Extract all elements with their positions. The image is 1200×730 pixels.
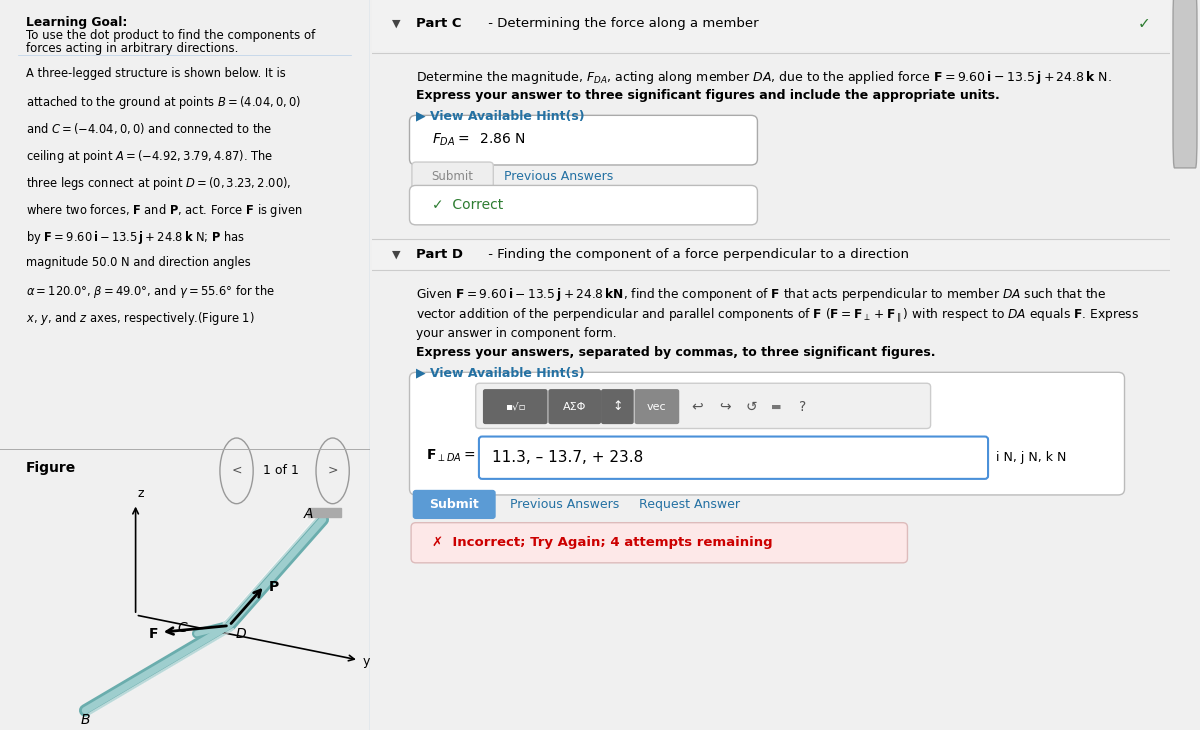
FancyBboxPatch shape	[409, 372, 1124, 495]
Text: ceiling at point $A = (-4.92 , 3.79 , 4.87)$. The: ceiling at point $A = (-4.92 , 3.79 , 4.…	[26, 148, 274, 165]
Text: Previous Answers: Previous Answers	[510, 498, 619, 511]
Text: y: y	[362, 655, 370, 668]
Text: $D$: $D$	[235, 626, 247, 640]
Text: 11.3, – 13.7, + 23.8: 11.3, – 13.7, + 23.8	[492, 450, 643, 465]
Text: $\mathbf{P}$: $\mathbf{P}$	[268, 580, 280, 594]
FancyBboxPatch shape	[548, 389, 601, 424]
Text: <: <	[232, 464, 241, 477]
Text: $x$, $y$, and $z$ axes, respectively.(Figure 1): $x$, $y$, and $z$ axes, respectively.(Fi…	[26, 310, 254, 327]
FancyBboxPatch shape	[412, 162, 493, 191]
Text: and $C = (-4.04 , 0, 0)$ and connected to the: and $C = (-4.04 , 0, 0)$ and connected t…	[26, 121, 272, 137]
Text: To use the dot product to find the components of: To use the dot product to find the compo…	[26, 29, 316, 42]
Text: where two forces, $\mathbf{F}$ and $\mathbf{P}$, act. Force $\mathbf{F}$ is give: where two forces, $\mathbf{F}$ and $\mat…	[26, 202, 302, 219]
Text: your answer in component form.: your answer in component form.	[416, 327, 617, 340]
Text: Previous Answers: Previous Answers	[504, 170, 613, 183]
Text: Learning Goal:: Learning Goal:	[26, 16, 127, 29]
Text: Submit: Submit	[430, 498, 479, 511]
Text: ▪√▫: ▪√▫	[505, 402, 526, 412]
Text: $\mathbf{F}$: $\mathbf{F}$	[149, 626, 158, 640]
FancyBboxPatch shape	[409, 115, 757, 165]
FancyBboxPatch shape	[372, 239, 1170, 270]
Text: ↕: ↕	[612, 400, 623, 413]
Text: Determine the magnitude, $F_{DA}$, acting along member $DA$, due to the applied : Determine the magnitude, $F_{DA}$, actin…	[416, 69, 1111, 86]
Text: ✓: ✓	[1138, 16, 1150, 31]
FancyBboxPatch shape	[479, 437, 988, 479]
FancyBboxPatch shape	[635, 389, 679, 424]
Text: magnitude 50.0 N and direction angles: magnitude 50.0 N and direction angles	[26, 256, 251, 269]
Text: Part D: Part D	[416, 248, 463, 261]
FancyBboxPatch shape	[475, 383, 931, 429]
FancyBboxPatch shape	[412, 523, 907, 563]
FancyBboxPatch shape	[409, 185, 757, 225]
Text: ↪: ↪	[719, 399, 731, 414]
Text: Request Answer: Request Answer	[640, 498, 740, 511]
Text: attached to the ground at points $B = (4.04 , 0, 0)$: attached to the ground at points $B = (4…	[26, 94, 301, 111]
Text: $B$: $B$	[80, 712, 90, 726]
Text: ▶ View Available Hint(s): ▶ View Available Hint(s)	[416, 366, 584, 380]
Text: $\mathbf{F}_{\perp DA} =$: $\mathbf{F}_{\perp DA} =$	[426, 448, 475, 464]
FancyBboxPatch shape	[413, 490, 496, 519]
FancyBboxPatch shape	[1174, 0, 1198, 168]
Text: ▼: ▼	[392, 250, 401, 260]
Text: A three-legged structure is shown below. It is: A three-legged structure is shown below.…	[26, 67, 286, 80]
Text: Given $\mathbf{F} = 9.60\,\mathbf{i} - 13.5\,\mathbf{j} + 24.8\,\mathbf{kN}$, fi: Given $\mathbf{F} = 9.60\,\mathbf{i} - 1…	[416, 286, 1106, 303]
Text: ?: ?	[799, 399, 806, 414]
Text: i N, j N, k N: i N, j N, k N	[996, 451, 1067, 464]
Text: ▼: ▼	[392, 18, 401, 28]
Text: forces acting in arbitrary directions.: forces acting in arbitrary directions.	[26, 42, 239, 55]
Text: by $\mathbf{F} = 9.60\,\mathbf{i} - 13.5\,\mathbf{j} + 24.8\,\mathbf{k}$ N; $\ma: by $\mathbf{F} = 9.60\,\mathbf{i} - 13.5…	[26, 229, 245, 246]
Text: $\alpha = 120.0°$, $\beta = 49.0°$, and $\gamma = 55.6°$ for the: $\alpha = 120.0°$, $\beta = 49.0°$, and …	[26, 283, 275, 300]
FancyBboxPatch shape	[482, 389, 547, 424]
Text: ✓  Correct: ✓ Correct	[432, 198, 503, 212]
Text: - Determining the force along a member: - Determining the force along a member	[484, 17, 758, 30]
Text: >: >	[328, 464, 338, 477]
Text: Figure: Figure	[26, 461, 76, 475]
Text: - Finding the component of a force perpendicular to a direction: - Finding the component of a force perpe…	[484, 248, 908, 261]
FancyBboxPatch shape	[601, 389, 634, 424]
Polygon shape	[308, 507, 341, 517]
Text: $C$: $C$	[178, 621, 188, 635]
Text: three legs connect at point $D = (0, 3.23, 2.00)$,: three legs connect at point $D = (0, 3.2…	[26, 175, 292, 192]
Text: $A$: $A$	[302, 507, 314, 521]
Text: ▶ View Available Hint(s): ▶ View Available Hint(s)	[416, 110, 584, 123]
Text: ↩: ↩	[691, 399, 703, 414]
Text: vector addition of the perpendicular and parallel components of $\mathbf{F}$ ($\: vector addition of the perpendicular and…	[416, 307, 1139, 324]
Text: Express your answer to three significant figures and include the appropriate uni: Express your answer to three significant…	[416, 89, 1000, 102]
Text: 1 of 1: 1 of 1	[263, 464, 299, 477]
Text: Express your answers, separated by commas, to three significant figures.: Express your answers, separated by comma…	[416, 346, 935, 359]
Text: vec: vec	[647, 402, 667, 412]
FancyBboxPatch shape	[372, 0, 1170, 51]
Text: ↺: ↺	[745, 399, 757, 414]
Text: ▬: ▬	[772, 402, 781, 412]
Text: ✗  Incorrect; Try Again; 4 attempts remaining: ✗ Incorrect; Try Again; 4 attempts remai…	[432, 536, 773, 549]
Text: z: z	[138, 487, 144, 499]
Text: $F_{DA} =\;$ 2.86 N: $F_{DA} =\;$ 2.86 N	[432, 132, 526, 148]
Text: Submit: Submit	[432, 170, 474, 183]
Text: ΑΣΦ: ΑΣΦ	[563, 402, 587, 412]
Text: Part C: Part C	[416, 17, 461, 30]
